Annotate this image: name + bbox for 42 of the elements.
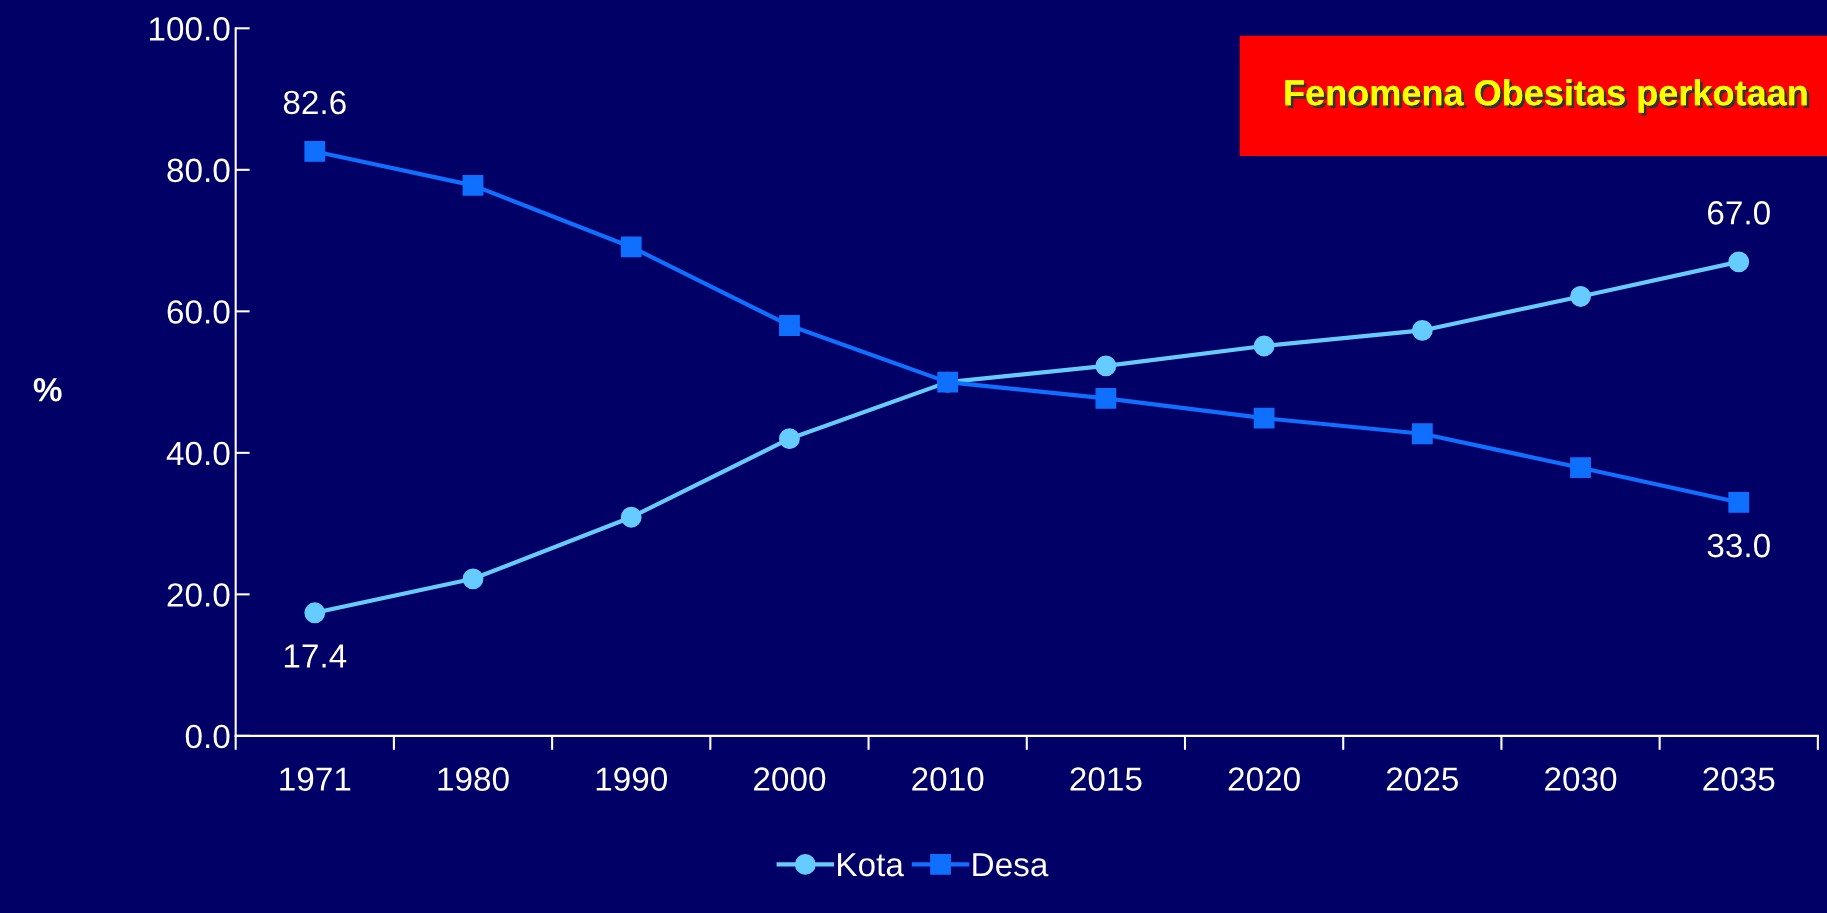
point bbox=[1253, 335, 1275, 357]
x-tick-label: 2025 bbox=[1386, 767, 1458, 791]
point bbox=[1253, 407, 1275, 429]
point bbox=[1411, 320, 1433, 341]
y-tick-label: 80.0 bbox=[167, 158, 230, 183]
y-tick-label: 0.0 bbox=[185, 724, 230, 749]
x-tick-label: 2030 bbox=[1545, 767, 1617, 791]
x-tick-label: 2010 bbox=[912, 767, 984, 791]
x-tick-label: 1971 bbox=[280, 767, 351, 791]
point bbox=[462, 174, 484, 196]
point bbox=[620, 236, 642, 258]
data-label: 17.4 bbox=[284, 644, 347, 668]
data-label: 82.6 bbox=[283, 90, 346, 115]
x-tick-label: 1980 bbox=[438, 767, 509, 791]
data-label: 33.0 bbox=[1707, 533, 1770, 558]
x-tick-label: 2020 bbox=[1228, 767, 1300, 791]
legend-label: Desa bbox=[973, 853, 1049, 877]
x-tick-label: 2035 bbox=[1703, 767, 1775, 791]
legend-label: Kota bbox=[838, 853, 904, 877]
x-tick-label: 2000 bbox=[754, 767, 826, 791]
point bbox=[779, 428, 800, 450]
point bbox=[779, 315, 800, 336]
point bbox=[1095, 387, 1117, 409]
y-tick-label: 60.0 bbox=[167, 300, 230, 324]
point bbox=[620, 506, 642, 528]
data-label: 67.0 bbox=[1708, 201, 1770, 225]
point bbox=[304, 141, 326, 162]
y-tick-label: 20.0 bbox=[167, 583, 230, 607]
y-tick-label: 40.0 bbox=[166, 441, 230, 466]
x-tick-label: 1990 bbox=[596, 767, 668, 791]
point bbox=[1728, 251, 1750, 273]
point bbox=[1095, 355, 1117, 377]
y-tick-label: 100.0 bbox=[149, 17, 230, 41]
point bbox=[462, 568, 484, 590]
point bbox=[1411, 423, 1433, 445]
text: Fenomena Obesitas perkotaan bbox=[1285, 79, 1810, 116]
point bbox=[1728, 491, 1750, 513]
y-axis-title: % bbox=[33, 378, 62, 402]
point bbox=[1570, 457, 1591, 479]
x-tick-label: 2015 bbox=[1070, 767, 1142, 791]
point bbox=[1570, 286, 1591, 307]
point bbox=[304, 602, 326, 624]
